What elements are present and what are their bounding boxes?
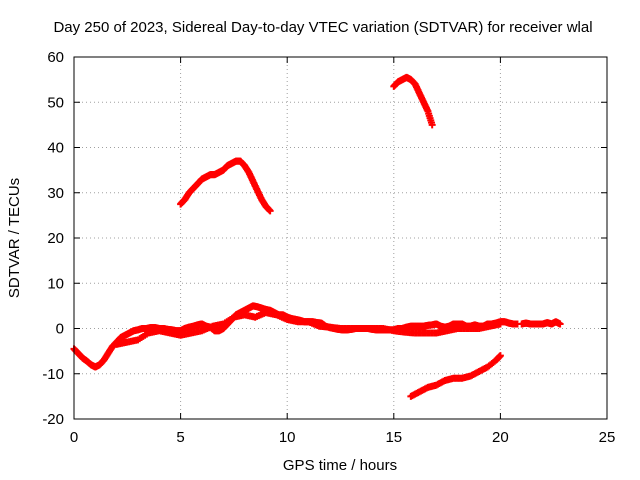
x-tick-label: 25 [599,429,616,446]
x-tick-label: 10 [279,429,296,446]
series-arc-2 [390,73,436,129]
y-tick-label: 30 [47,185,64,202]
grid [74,57,607,419]
y-tick-label: -20 [42,411,64,428]
x-tick-label: 5 [176,429,184,446]
series-baseline-secondary [113,309,504,348]
data-point [496,352,504,360]
series-low-arc [407,352,504,400]
plot-frame [73,56,608,420]
axis-ticks: 0 5 10 15 20 25 -20 -10 0 10 20 30 40 50 60 [42,49,615,446]
x-tick-label: 20 [492,429,509,446]
x-tick-label: 15 [385,429,402,446]
x-tick-label: 0 [70,429,78,446]
data-point [496,320,504,328]
x-axis-label: GPS time / hours [283,457,397,474]
chart-title: Day 250 of 2023, Sidereal Day-to-day VTE… [53,19,592,36]
series-arc-1 [177,157,274,215]
y-tick-label: 20 [47,230,64,247]
y-tick-label: -10 [42,366,64,383]
y-tick-label: 40 [47,140,64,157]
series-tail-clusters [518,318,564,328]
y-tick-label: 0 [56,321,64,338]
y-tick-label: 10 [47,275,64,292]
data-points [70,73,564,400]
data-point [266,207,274,215]
data-point [556,320,564,328]
y-axis-label: SDTVAR / TECUs [6,178,23,298]
data-point [428,121,436,129]
y-tick-label: 60 [47,49,64,66]
y-tick-label: 50 [47,94,64,111]
